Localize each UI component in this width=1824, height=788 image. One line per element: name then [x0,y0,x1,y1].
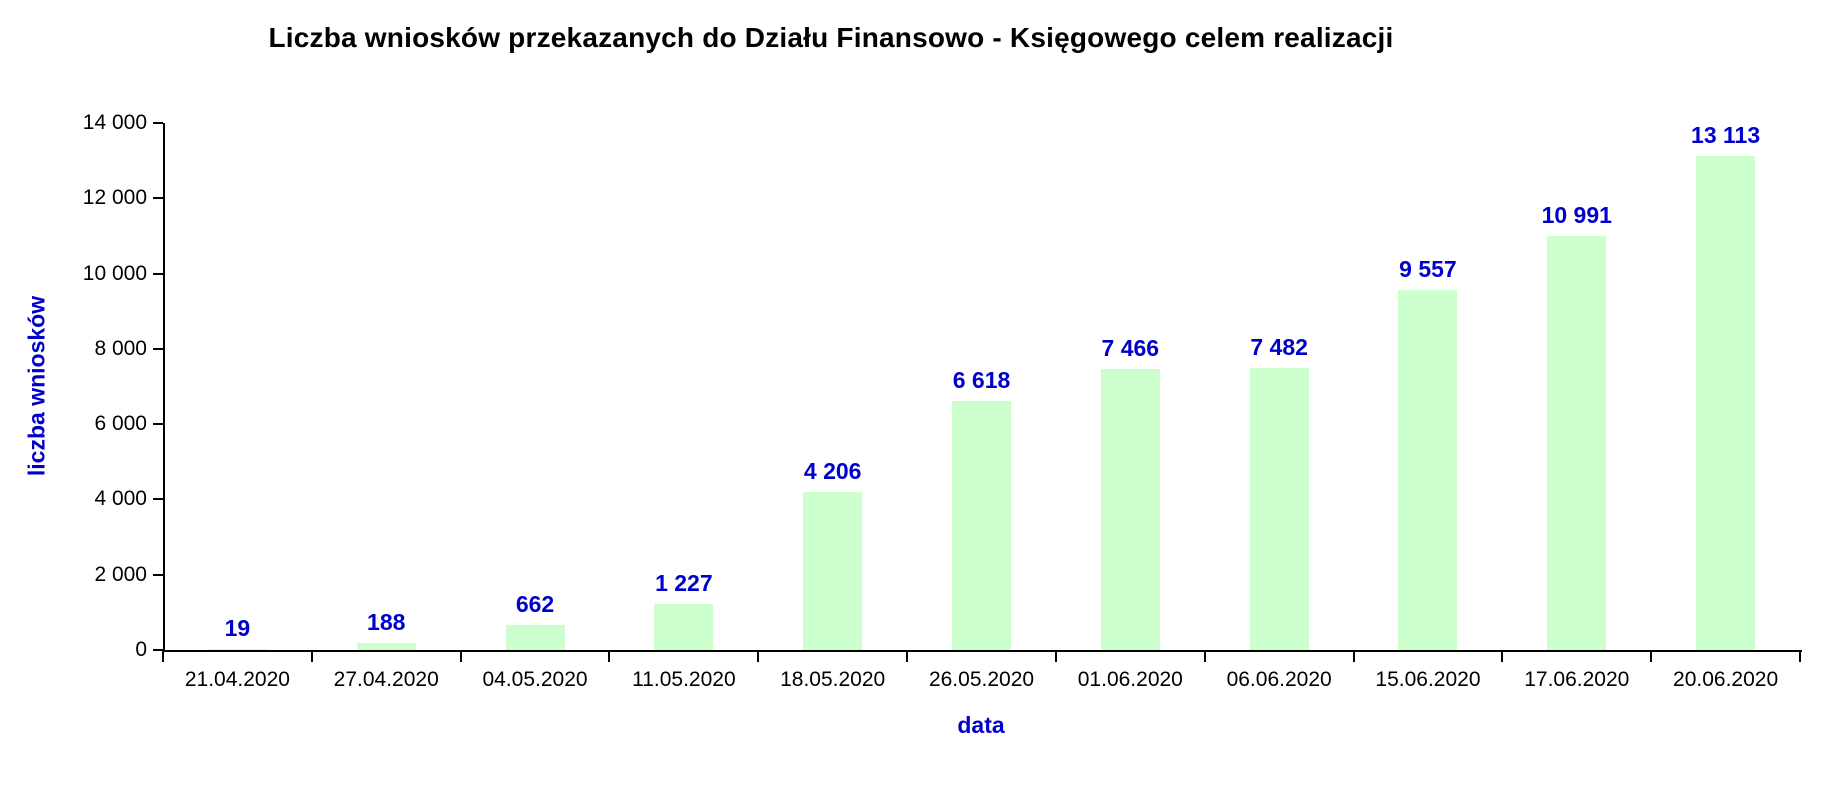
y-tick-label: 2 000 [94,562,147,586]
y-tick-label: 6 000 [94,412,147,436]
bar-value-label: 662 [515,591,555,617]
y-tick-label: 4 000 [94,487,147,511]
bar [207,649,267,650]
bar-value-label: 7 482 [1250,334,1308,360]
bar-value-label: 4 206 [803,458,862,484]
x-tick-label: 15.06.2020 [1375,668,1481,691]
x-tick [162,650,164,662]
x-tick [459,650,462,662]
bar-value-label: 10 991 [1541,202,1612,228]
y-tick-label: 14 000 [82,111,147,134]
x-tick [906,650,909,662]
x-tick-label: 27.04.2020 [333,668,439,691]
x-tick [1054,650,1057,662]
y-axis-title: liczba wniosków [23,295,50,477]
chart-title: Liczba wniosków przekazanych do Działu F… [268,22,1394,53]
y-tick-label: 10 000 [82,261,147,285]
bar [356,643,416,650]
x-tick-label: 21.04.2020 [184,668,290,691]
bar [1100,369,1160,650]
x-tick-label: 04.05.2020 [482,668,588,691]
x-axis-title: data [957,712,1005,738]
y-tick [153,272,163,275]
x-tick-label: 01.06.2020 [1077,668,1183,691]
x-tick-label: 11.05.2020 [632,668,736,691]
y-tick-label: 12 000 [82,186,147,210]
x-tick [1799,650,1801,662]
bar [1398,290,1458,650]
x-tick-label: 26.05.2020 [928,668,1035,691]
bar [1547,236,1607,650]
bar [952,401,1011,650]
plot-area [163,123,1802,652]
x-tick [1352,650,1355,662]
y-tick [153,498,163,501]
x-tick-label: 20.06.2020 [1673,668,1779,691]
bar [505,625,565,650]
x-tick [608,650,611,662]
bar-value-label: 7 466 [1101,335,1160,361]
x-tick [1501,650,1504,662]
bar-value-label: 13 113 [1691,122,1761,148]
bar [1249,368,1309,650]
bar [803,492,863,650]
bar-value-label: 188 [367,609,406,635]
bar-value-label: 1 227 [655,570,713,596]
y-tick [153,122,163,124]
x-tick-label: 18.05.2020 [780,668,886,691]
y-tick-label: 0 [135,638,147,661]
bar [654,604,714,650]
bar-value-label: 6 618 [952,367,1011,393]
x-tick-label: 17.06.2020 [1524,668,1630,691]
bar-value-label: 9 557 [1399,256,1457,282]
y-tick [153,573,163,576]
y-tick-label: 8 000 [94,336,147,360]
bar [1696,156,1756,650]
x-tick [1650,650,1653,662]
y-tick [153,649,163,651]
y-tick [153,347,163,350]
y-tick [153,423,163,426]
bar-value-label: 19 [224,615,251,641]
x-tick [1203,650,1206,662]
x-tick [757,650,760,662]
y-tick [153,197,163,200]
x-tick-label: 06.06.2020 [1226,668,1332,691]
x-tick [310,650,313,662]
